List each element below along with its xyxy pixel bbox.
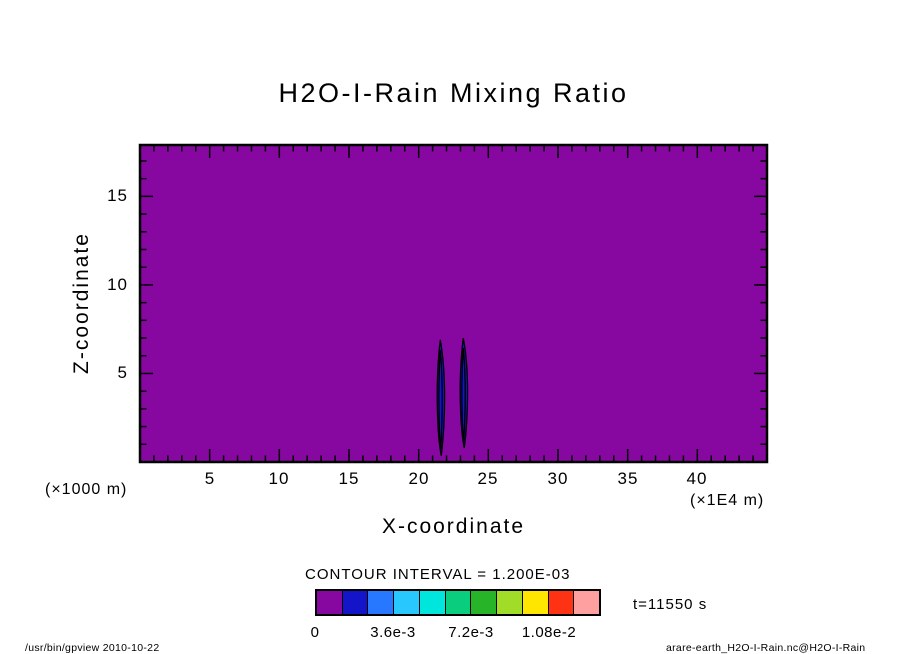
y-tick-label: 10	[107, 275, 128, 294]
x-tick-label: 25	[477, 469, 499, 488]
footer-command: /usr/bin/gpview 2010-10-22	[25, 642, 160, 654]
x-tick-label: 30	[547, 469, 569, 488]
x-tick-label: 40	[686, 469, 708, 488]
colorbar-tick-label: 1.08e-2	[521, 624, 577, 641]
x-axis-unit: (×1E4 m)	[690, 492, 765, 509]
colorbar	[315, 589, 601, 616]
colorbar-segment	[547, 591, 574, 614]
y-tick-label: 15	[107, 186, 128, 205]
footer-filename: arare-earth_H2O-I-Rain.nc@H2O-I-Rain	[666, 642, 866, 654]
colorbar-tick-label: 3.6e-3	[370, 624, 416, 641]
plot-background	[140, 145, 767, 462]
colorbar-segment	[573, 591, 600, 614]
x-tick-label: 20	[408, 469, 430, 488]
colorbar-segment	[418, 591, 445, 614]
x-tick-label: 15	[338, 469, 360, 488]
colorbar-segment	[521, 591, 548, 614]
x-tick-label: 5	[204, 469, 216, 488]
colorbar-segment	[496, 591, 522, 614]
y-axis-label: Z-coordinate	[70, 232, 93, 374]
y-tick-label: 5	[117, 363, 128, 382]
colorbar-segment	[317, 591, 342, 614]
y-axis-unit: (×1000 m)	[45, 481, 128, 498]
plot-border	[138, 143, 769, 464]
contour-feature-rain-shaft-2	[461, 347, 466, 441]
colorbar-segment	[444, 591, 471, 614]
colorbar-segment	[470, 591, 497, 614]
contour-interval-label: CONTOUR INTERVAL = 1.200E-03	[305, 566, 571, 583]
contour-feature-rain-shaft-1	[438, 349, 443, 449]
x-axis-label: X-coordinate	[381, 515, 526, 538]
colorbar-segment	[367, 591, 394, 614]
x-tick-label: 10	[268, 469, 290, 488]
contour-features	[436, 337, 469, 456]
x-tick-label: 35	[617, 469, 639, 488]
plot-title: H2O-I-Rain Mixing Ratio	[278, 78, 629, 108]
colorbar-segment	[341, 591, 368, 614]
colorbar-tick-label: 0	[310, 624, 320, 641]
colorbar-segment	[393, 591, 419, 614]
time-annotation: t=11550 s	[633, 596, 708, 613]
colorbar-tick-label: 7.2e-3	[448, 624, 494, 641]
